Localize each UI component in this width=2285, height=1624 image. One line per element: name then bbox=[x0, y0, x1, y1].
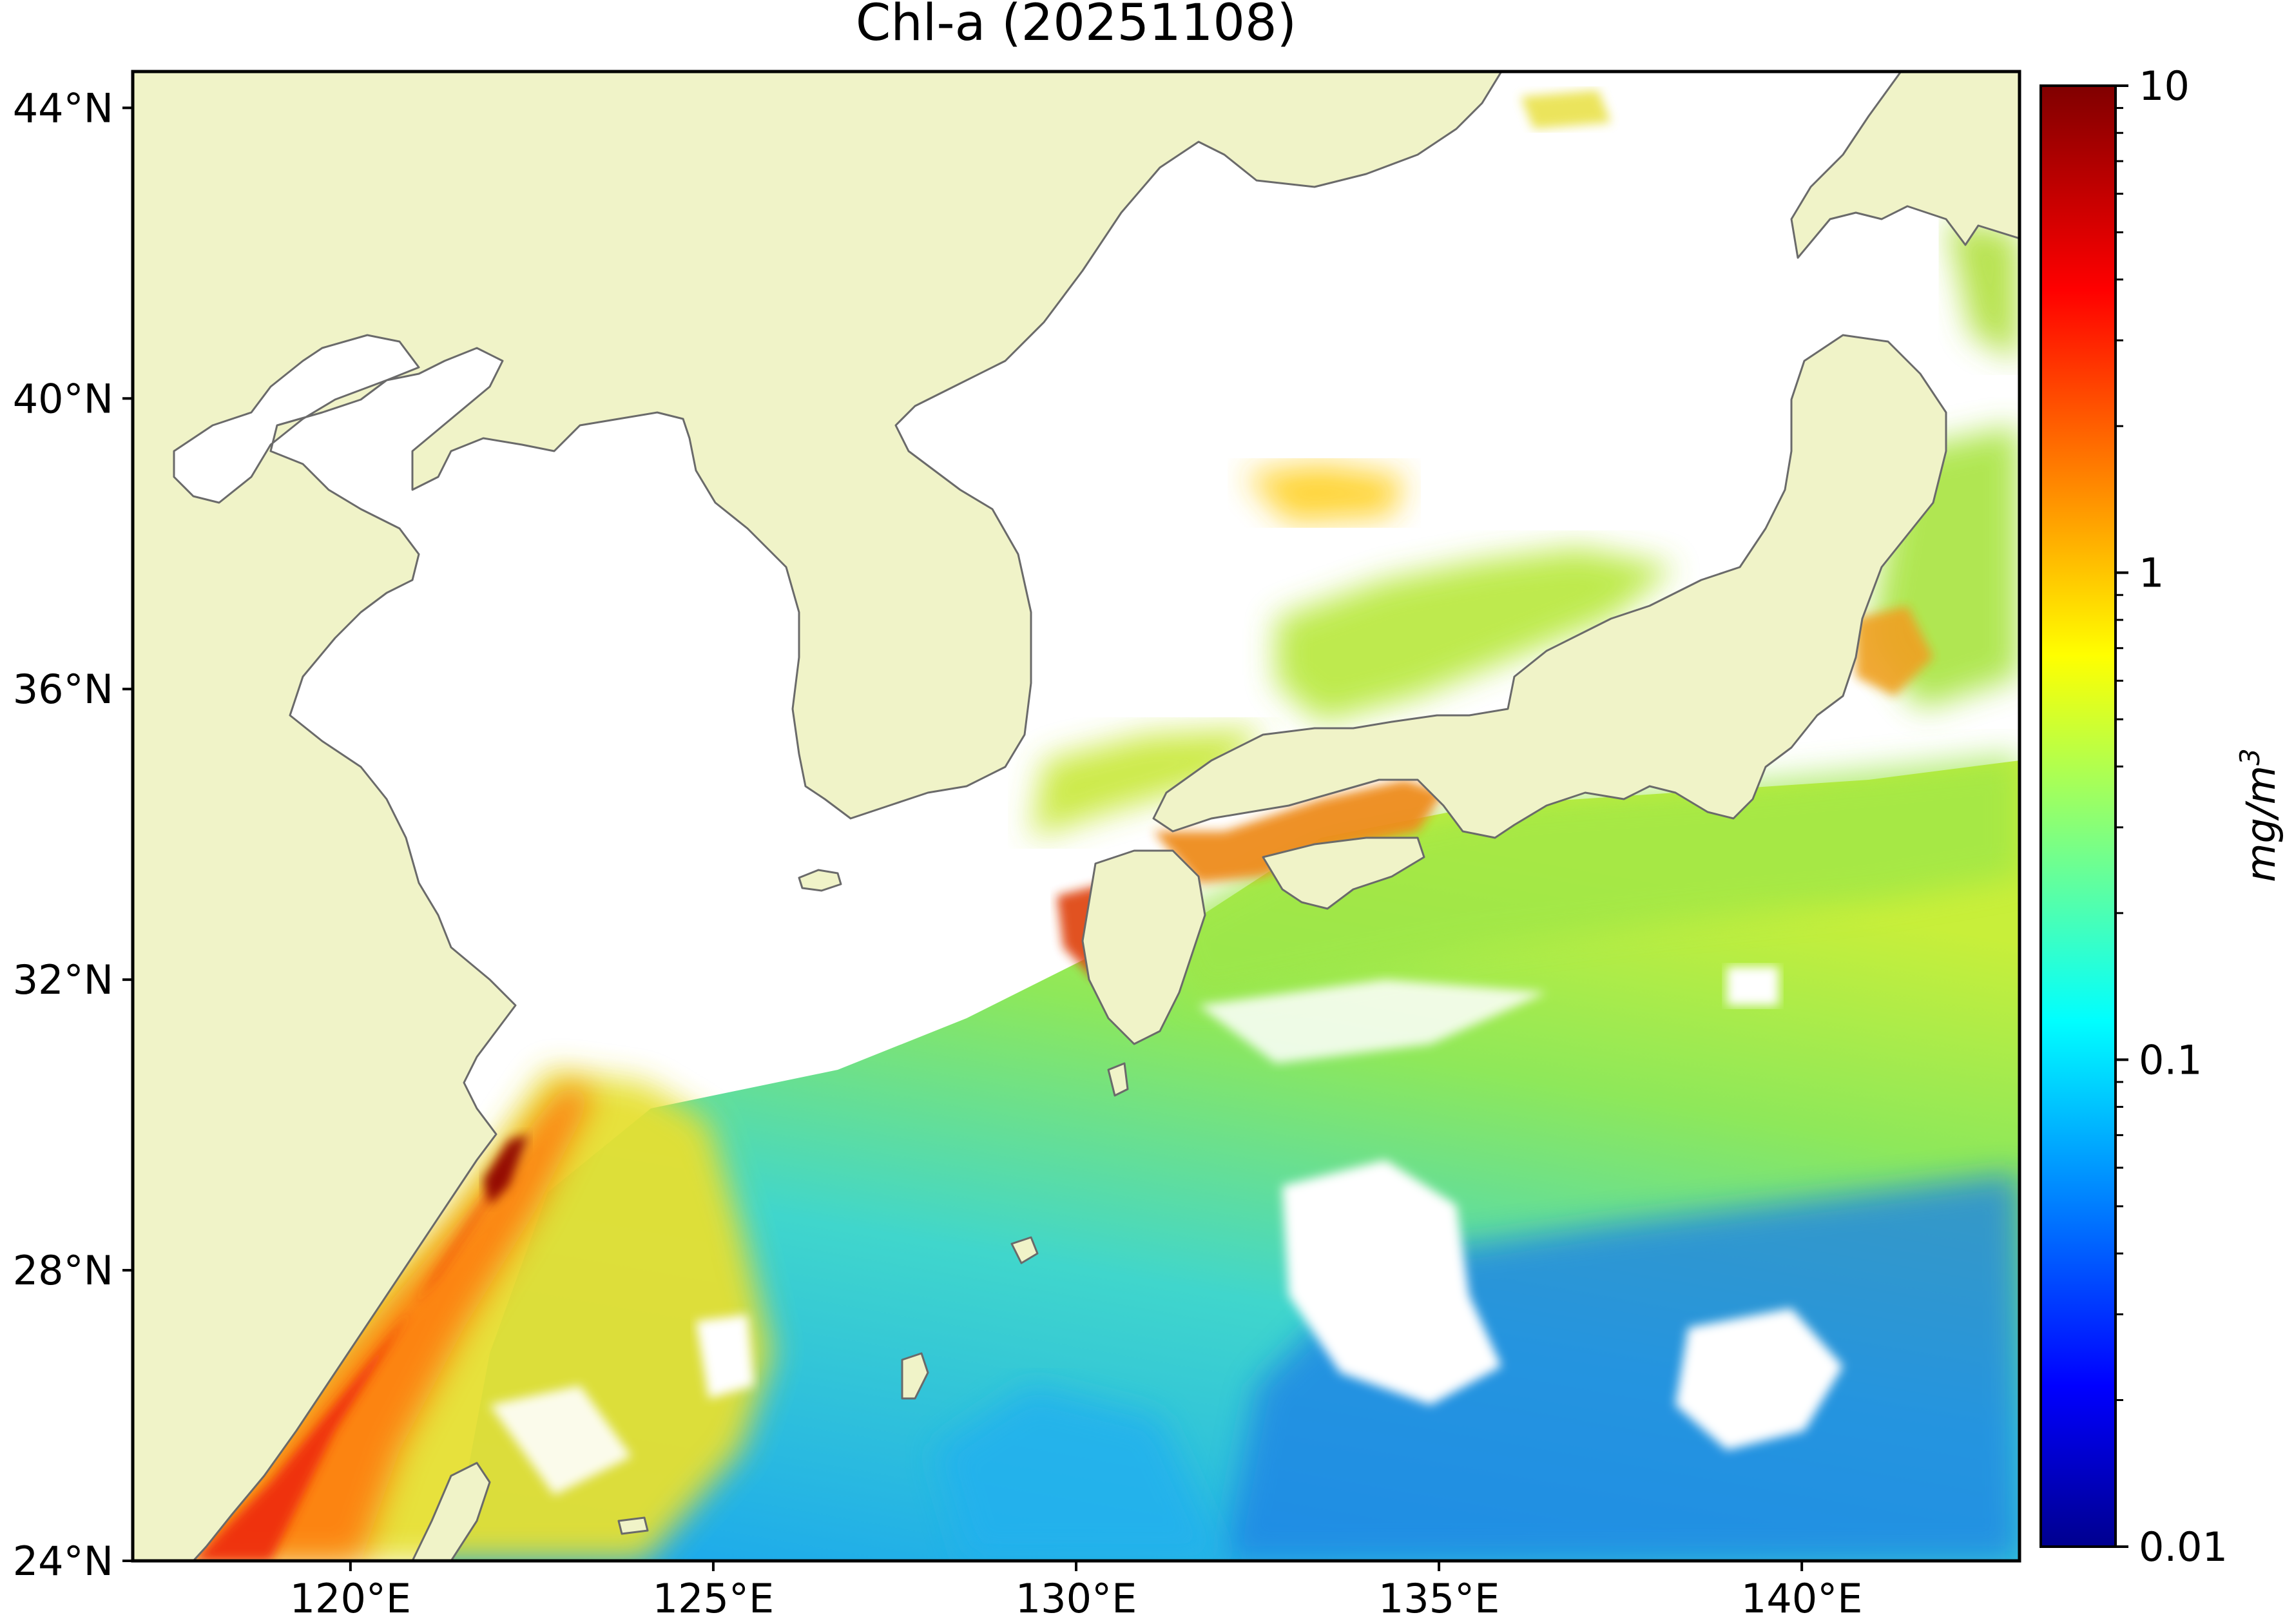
tanegashima-island bbox=[1107, 1062, 1129, 1097]
landmass-layer bbox=[133, 72, 2020, 1561]
lat-tick-label: 40°N bbox=[13, 375, 113, 422]
map-title: Chl-a (20251108) bbox=[856, 0, 1297, 52]
colorbar: 10 1 0.1 0.01 mg/m3 bbox=[2039, 63, 2285, 1571]
lon-tick-label: 125°E bbox=[653, 1575, 775, 1622]
lat-tick-label: 28°N bbox=[13, 1247, 113, 1294]
hokkaido-island bbox=[1790, 72, 2020, 259]
lat-tick-label: 36°N bbox=[13, 666, 113, 713]
lat-tick-label: 44°N bbox=[13, 84, 113, 131]
amami-island bbox=[1010, 1236, 1039, 1264]
lon-tick-label: 130°E bbox=[1016, 1575, 1137, 1622]
colorbar-tick-label: 0.01 bbox=[2139, 1523, 2228, 1571]
colorbar-tick-label: 0.1 bbox=[2139, 1036, 2203, 1083]
miyako-island bbox=[617, 1516, 649, 1535]
taiwan-island bbox=[411, 1462, 491, 1561]
okinawa-island bbox=[901, 1352, 929, 1400]
chlorophyll-field bbox=[133, 72, 2020, 1561]
colorbar-gradient bbox=[2039, 84, 2117, 1548]
lon-tick-label: 135°E bbox=[1378, 1575, 1500, 1622]
asian-mainland bbox=[133, 72, 1503, 1561]
kyushu-island bbox=[1081, 849, 1206, 1045]
colorbar-tick-label: 10 bbox=[2139, 63, 2190, 110]
honshu-island bbox=[1152, 334, 1947, 839]
lat-tick-label: 24°N bbox=[13, 1538, 113, 1585]
colorbar-label: mg/m3 bbox=[2234, 748, 2285, 882]
lon-tick-label: 120°E bbox=[290, 1575, 412, 1622]
map-area bbox=[133, 72, 2020, 1561]
latitude-axis: 24°N 28°N 32°N 36°N 40°N 44°N bbox=[13, 84, 133, 1585]
colorbar-ticks: 10 1 0.1 0.01 bbox=[2116, 63, 2228, 1571]
longitude-axis: 120°E 125°E 130°E 135°E 140°E bbox=[290, 1561, 1863, 1622]
lon-tick-label: 140°E bbox=[1741, 1575, 1863, 1622]
jeju-island bbox=[798, 869, 842, 892]
colorbar-tick-label: 1 bbox=[2139, 550, 2164, 597]
lat-tick-label: 32°N bbox=[13, 956, 113, 1003]
shikoku-island bbox=[1262, 836, 1425, 910]
